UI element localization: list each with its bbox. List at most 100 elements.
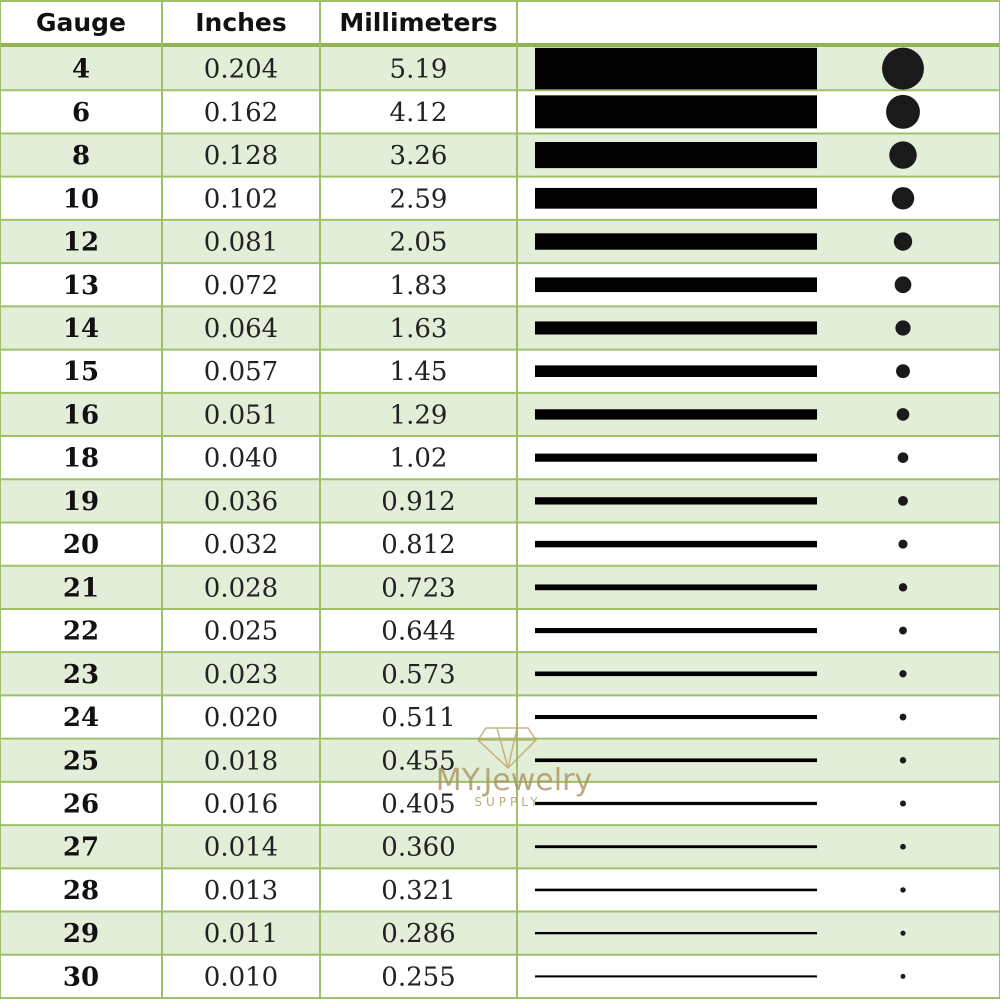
wire-bar bbox=[535, 714, 817, 720]
wire-bar bbox=[535, 975, 817, 978]
table-cell: 0.573 bbox=[381, 660, 455, 690]
row-bg bbox=[0, 90, 1000, 134]
wire-bar bbox=[535, 365, 817, 378]
wire-bar bbox=[535, 233, 817, 250]
table-cell: 0.014 bbox=[204, 833, 278, 863]
table-cell: 2.05 bbox=[390, 228, 448, 258]
table-cell: 0.072 bbox=[204, 271, 278, 301]
wire-dot bbox=[899, 670, 907, 678]
table-cell: 0.064 bbox=[204, 314, 278, 344]
wire-dot bbox=[899, 713, 907, 721]
table-cell: 0.011 bbox=[204, 919, 278, 949]
table-cell: 10 bbox=[63, 184, 99, 214]
header-cell: Inches bbox=[195, 8, 287, 37]
table-cell: 18 bbox=[63, 444, 99, 474]
table-cell: 20 bbox=[63, 530, 99, 560]
table-cell: 0.644 bbox=[381, 617, 455, 647]
row-bg bbox=[0, 479, 1000, 523]
wire-dot bbox=[896, 364, 910, 379]
table-cell: 0.020 bbox=[204, 703, 278, 733]
table-cell: 4.12 bbox=[390, 98, 448, 128]
table-cell: 0.057 bbox=[204, 357, 278, 387]
wire-dot bbox=[891, 187, 915, 210]
table-cell: 0.040 bbox=[204, 444, 278, 474]
table-cell: 0.016 bbox=[204, 789, 278, 819]
table-cell: 15 bbox=[63, 357, 99, 387]
row-bg bbox=[0, 47, 1000, 91]
wire-bar bbox=[535, 845, 817, 849]
table-cell: 30 bbox=[63, 962, 99, 992]
table-cell: 25 bbox=[63, 746, 99, 776]
wire-bar bbox=[535, 453, 817, 462]
wire-dot bbox=[882, 47, 924, 90]
wire-bar bbox=[535, 187, 817, 209]
watermark-brand: MY.Jewelry bbox=[436, 763, 592, 798]
table-cell: 24 bbox=[63, 703, 99, 733]
table-cell: 0.162 bbox=[204, 98, 278, 128]
table-cell: 0.255 bbox=[381, 962, 455, 992]
wire-bar bbox=[535, 277, 817, 293]
watermark-diamond bbox=[477, 727, 537, 770]
table-cell: 2.59 bbox=[390, 184, 448, 214]
table-cell: 0.360 bbox=[381, 833, 455, 863]
wire-dot bbox=[889, 141, 917, 169]
table-cell: 0.321 bbox=[381, 876, 455, 906]
header-cell: Gauge bbox=[36, 8, 126, 37]
wire-bar bbox=[535, 142, 817, 169]
table-cell: 0.051 bbox=[204, 400, 278, 430]
table-cell: 3.26 bbox=[390, 141, 448, 171]
wire-dot bbox=[899, 757, 907, 764]
table-cell: 0.023 bbox=[204, 660, 278, 690]
wire-bar bbox=[535, 47, 817, 90]
watermark-sub: SUPPLY bbox=[474, 795, 541, 809]
wire-bar bbox=[535, 671, 817, 677]
row-bg bbox=[0, 781, 1000, 826]
wire-dot bbox=[900, 973, 906, 979]
table-cell: 1.63 bbox=[390, 314, 448, 344]
row-bg bbox=[0, 608, 1000, 653]
table-cell: 0.128 bbox=[204, 141, 278, 171]
table-cell: 8 bbox=[72, 141, 90, 171]
table-cell: 0.013 bbox=[204, 876, 278, 906]
row-bg bbox=[0, 436, 1000, 480]
table-cell: 21 bbox=[63, 573, 99, 603]
table-cell: 4 bbox=[72, 55, 90, 85]
table-cell: 0.018 bbox=[204, 746, 278, 776]
wire-dot bbox=[898, 495, 908, 506]
wire-bar bbox=[535, 627, 817, 634]
wire-dot bbox=[899, 800, 907, 807]
table-cell: 0.102 bbox=[204, 184, 278, 214]
table-cell: 19 bbox=[63, 487, 99, 517]
table-cell: 0.812 bbox=[381, 530, 455, 560]
wire-dot bbox=[899, 626, 907, 635]
table-cell: 6 bbox=[72, 98, 90, 128]
row-bg bbox=[0, 306, 1000, 350]
table-cell: 0.081 bbox=[204, 228, 278, 258]
table-cell: 14 bbox=[63, 314, 99, 344]
table-cell: 0.455 bbox=[381, 746, 455, 776]
wire-dot bbox=[900, 930, 906, 936]
table-cell: 1.45 bbox=[390, 357, 448, 387]
table-cell: 0.028 bbox=[204, 573, 278, 603]
row-bg bbox=[0, 565, 1000, 609]
table-cell: 1.02 bbox=[390, 444, 448, 474]
table-cell: 5.19 bbox=[390, 55, 448, 85]
table-cell: 28 bbox=[63, 876, 99, 906]
table-cell: 0.032 bbox=[204, 530, 278, 560]
row-bg bbox=[0, 349, 1000, 393]
row-bg bbox=[0, 522, 1000, 566]
table-cell: 0.010 bbox=[204, 962, 278, 992]
table-cell: 1.29 bbox=[390, 400, 448, 430]
table-cell: 0.405 bbox=[381, 789, 455, 819]
table-cell: 1.83 bbox=[390, 271, 448, 301]
wire-dot bbox=[898, 539, 908, 549]
wire-dot bbox=[896, 408, 910, 421]
table-cell: 0.036 bbox=[204, 487, 278, 517]
wire-dot bbox=[886, 94, 920, 129]
table-cell: 0.025 bbox=[204, 617, 278, 647]
wire-bar bbox=[535, 321, 817, 335]
table-cell: 26 bbox=[63, 789, 99, 819]
table-cell: 27 bbox=[63, 833, 99, 863]
row-bg bbox=[0, 263, 1000, 307]
